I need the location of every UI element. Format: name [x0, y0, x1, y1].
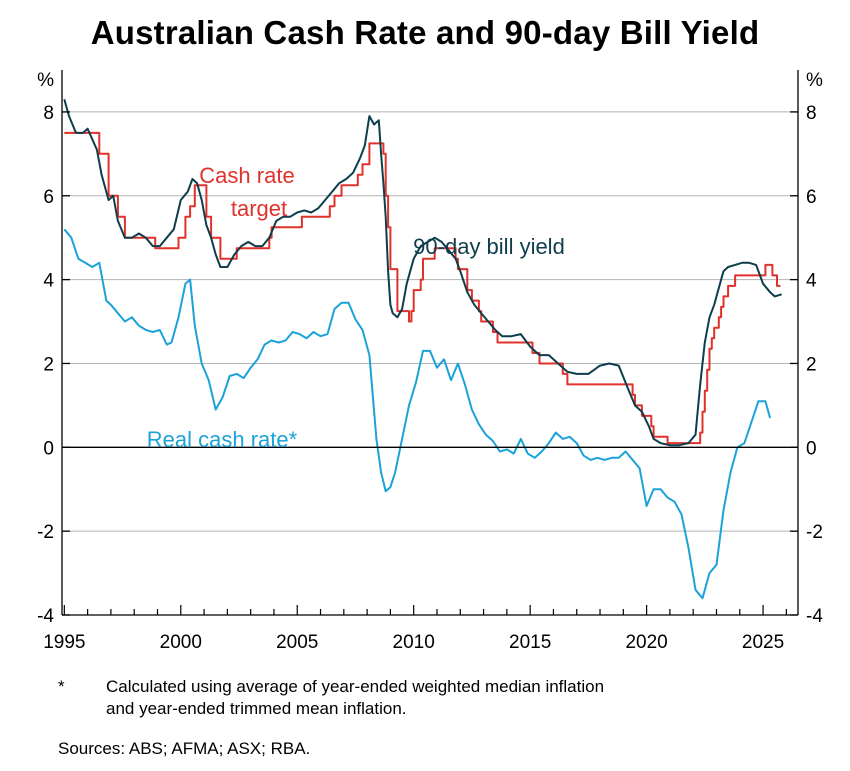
real-cash-rate-label: Real cash rate*: [147, 427, 298, 452]
series-line-real-cash-rate: [63, 228, 772, 600]
x-tick-label: 2020: [625, 632, 667, 653]
series-line-cash-rate-target: [64, 131, 781, 445]
series-lines: [63, 99, 782, 600]
y-tick-label-left: 8: [43, 103, 54, 124]
sources-note: Sources: ABS; AFMA; ASX; RBA.: [58, 739, 311, 758]
y-tick-label-left: -4: [37, 606, 54, 627]
y-tick-label-right: 4: [806, 271, 817, 292]
y-tick-label-left: -2: [37, 522, 54, 543]
y-tick-label-left: 6: [43, 187, 54, 208]
y-unit-left: %: [37, 70, 54, 91]
y-unit-right: %: [806, 70, 823, 91]
plot-frame: [61, 70, 799, 616]
footnote-text: Calculated using average of year-ended w…: [106, 676, 806, 720]
y-tick-label-right: -2: [806, 522, 823, 543]
chart-title: Australian Cash Rate and 90-day Bill Yie…: [90, 14, 760, 51]
bill-yield-label: 90-day bill yield: [413, 234, 565, 259]
x-tick-label: 2010: [393, 632, 435, 653]
y-tick-label-left: 2: [43, 354, 54, 375]
y-tick-label-right: 0: [806, 438, 817, 459]
footnote-line-1: Calculated using average of year-ended w…: [106, 677, 605, 696]
footnote-marker: *: [58, 677, 65, 696]
y-tick-label-right: 8: [806, 103, 817, 124]
cash-rate-label-line-2: target: [231, 196, 287, 221]
y-tick-label-left: 0: [43, 438, 54, 459]
x-tick-label: 2000: [160, 632, 202, 653]
footnote-line-2: and year-ended trimmed mean inflation.: [106, 699, 407, 718]
x-tick-label: 2025: [742, 632, 784, 653]
x-tick-label: 1995: [43, 632, 85, 653]
y-tick-label-right: 6: [806, 187, 817, 208]
cash-rate-label-line-1: Cash rate: [199, 163, 294, 188]
tick-labels: -4 -4 -2 -2 0 0 2 2 4 4 6 6 8 8% % 1995 2000 2005 2010 2015…: [37, 70, 823, 653]
y-tick-label-right: -4: [806, 606, 823, 627]
y-tick-label-left: 4: [43, 271, 54, 292]
y-tick-label-right: 2: [806, 354, 817, 375]
series-labels: Cash rate target 90-day bill yield Real cas…: [147, 163, 565, 452]
x-tick-label: 2005: [276, 632, 318, 653]
x-tick-label: 2015: [509, 632, 551, 653]
series-line-bill-yield: [63, 99, 782, 447]
gridlines: [62, 111, 798, 532]
